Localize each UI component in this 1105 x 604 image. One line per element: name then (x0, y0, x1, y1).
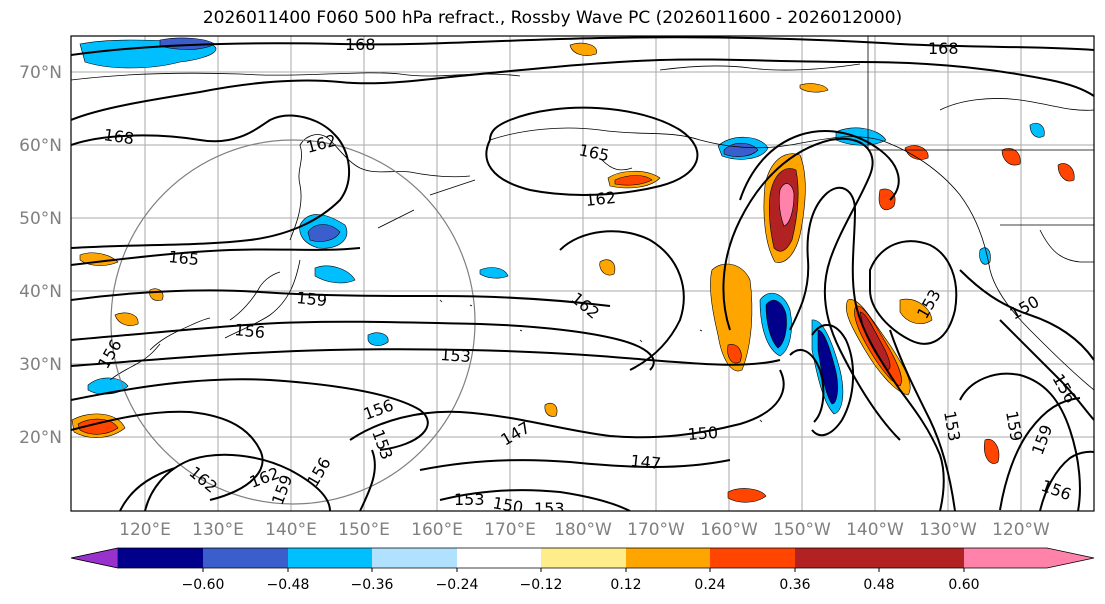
longitude-labels: 120°E 130°E 140°E 150°E 160°E 170°E 180°… (119, 520, 1050, 540)
lon-label: 150°W (773, 520, 831, 540)
contour-lines (71, 36, 1094, 511)
colorbar-tick-label: −0.36 (351, 577, 394, 593)
contour-label: 159 (296, 288, 328, 310)
contour-label: 153 (440, 345, 472, 366)
lon-label: 160°W (700, 520, 758, 540)
lat-label: 60°N (19, 136, 62, 156)
map-title: 2026011400 F060 500 hPa refract., Rossby… (202, 8, 903, 28)
colorbar-bin (710, 548, 795, 568)
contour-label: 165 (168, 247, 200, 269)
lon-label: 170°E (484, 520, 536, 540)
colorbar-bin-last (879, 548, 964, 568)
colorbar-tick-label: 0.12 (610, 577, 641, 593)
colorbar-tick-labels: −0.60 −0.48 −0.36 −0.24 −0.12 0.12 0.24 … (182, 577, 980, 593)
colorbar-tick-label: 0.60 (948, 577, 979, 593)
contour-label: 147 (630, 451, 662, 473)
colorbar-tick-label: 0.48 (863, 577, 894, 593)
colorbar-tick-label: −0.48 (267, 577, 310, 593)
colorbar-outline (70, 547, 1095, 569)
coastlines (71, 36, 1094, 423)
colorbar-tick-label: −0.12 (520, 577, 563, 593)
lon-label: 120°W (992, 520, 1050, 540)
lon-label: 140°W (846, 520, 904, 540)
lat-label: 70°N (19, 63, 62, 83)
contour-label: 153 (534, 499, 565, 518)
anomaly-shading (71, 37, 1075, 503)
lon-label: 120°E (119, 520, 171, 540)
colorbar (70, 547, 1095, 569)
map-frame (70, 35, 1095, 512)
colorbar-bin (288, 548, 372, 568)
lat-label: 30°N (19, 355, 62, 375)
colorbar-tick-label: −0.60 (182, 577, 225, 593)
colorbar-left-extend (70, 547, 119, 569)
colorbar-tick-label: 0.36 (779, 577, 810, 593)
radius-circle (110, 139, 476, 505)
contour-label: 150 (687, 423, 719, 444)
colorbar-bin (118, 548, 203, 568)
contour-label: 162 (584, 188, 616, 210)
colorbar-bin (626, 548, 710, 568)
contour-label: 168 (928, 39, 959, 58)
colorbar-bin (457, 548, 541, 568)
lon-label: 180°W (554, 520, 612, 540)
colorbar-tick-label: 0.24 (694, 577, 725, 593)
lon-label: 130°E (192, 520, 244, 540)
lat-label: 40°N (19, 282, 62, 302)
colorbar-bin (372, 548, 457, 568)
lon-label: 150°E (338, 520, 390, 540)
colorbar-ticks (202, 568, 965, 572)
lon-label: 130°W (919, 520, 977, 540)
latitude-labels: 70°N 60°N 50°N 40°N 30°N 20°N (19, 63, 62, 448)
lat-label: 50°N (19, 209, 62, 229)
colorbar-bin (541, 548, 626, 568)
contour-label: 150 (491, 493, 524, 517)
contour-label: 156 (234, 320, 266, 342)
lon-label: 160°E (411, 520, 463, 540)
lat-label: 20°N (19, 428, 62, 448)
contour-label: 168 (102, 125, 135, 148)
lon-label: 170°W (627, 520, 685, 540)
colorbar-tick-label: −0.24 (436, 577, 479, 593)
colorbar-bin (203, 548, 288, 568)
contour-label: 168 (345, 35, 376, 54)
colorbar-bin (795, 548, 879, 568)
lon-label: 140°E (265, 520, 317, 540)
contour-label: 153 (454, 490, 485, 509)
